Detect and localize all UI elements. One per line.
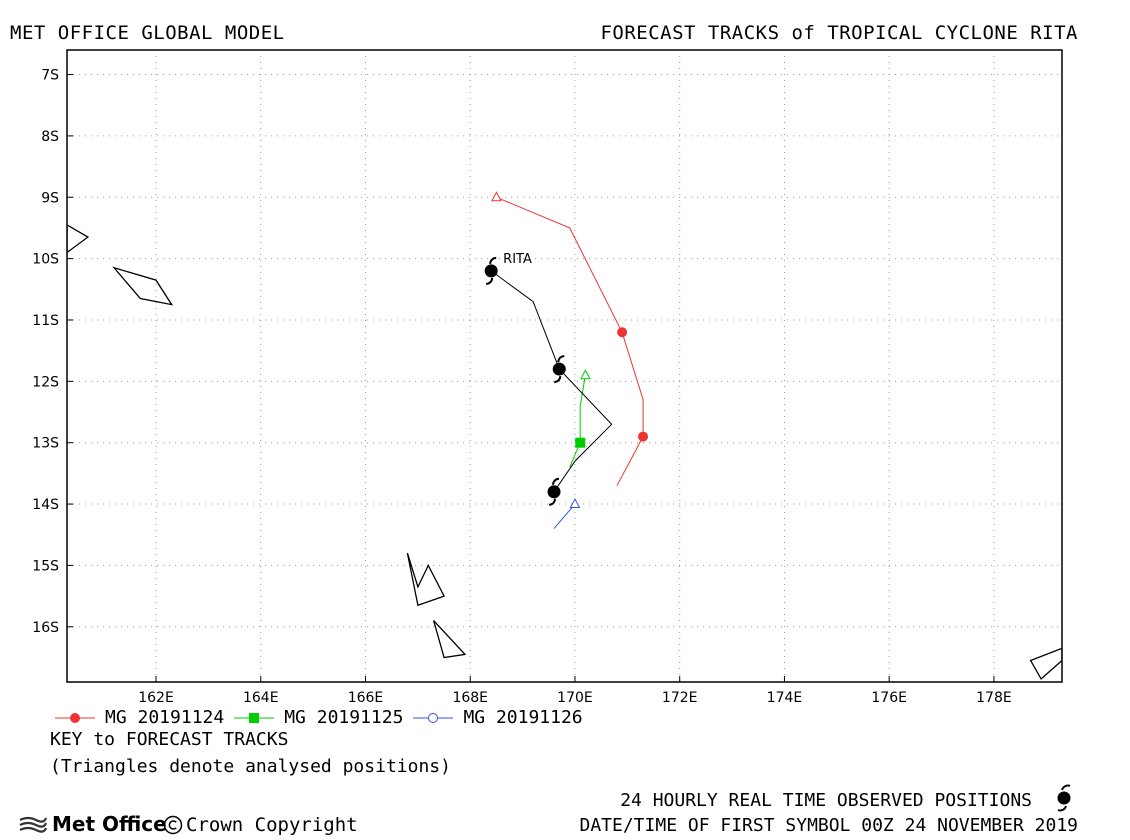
legend-item-mg-20191126: MG 20191126 xyxy=(413,707,583,728)
cyclone-symbol xyxy=(547,477,561,506)
y-tick-label: 10S xyxy=(32,252,59,268)
legend-item-mg-20191124: MG 20191124 xyxy=(55,707,224,728)
y-tick-label: 8S xyxy=(41,129,59,145)
x-tick-label: 170E xyxy=(557,690,593,706)
plot-layer: RITA xyxy=(67,191,1062,680)
legend-swatch-green xyxy=(234,712,275,723)
forecast-position-marker xyxy=(638,431,649,442)
legend-swatch-red xyxy=(55,712,95,723)
y-tick-label: 13S xyxy=(32,436,59,452)
legend: MG 20191124 MG 20191125 MG 20191126 xyxy=(55,707,593,728)
legend-swatch-blue xyxy=(413,712,454,723)
x-tick-label: 172E xyxy=(662,690,698,706)
copyright: Crown Copyright xyxy=(163,814,358,836)
legend-label: MG 20191126 xyxy=(463,707,583,728)
key-title: KEY to FORECAST TRACKS xyxy=(50,729,289,750)
cyclone-symbol-core xyxy=(547,485,561,499)
met-office-logo: Met Office xyxy=(18,812,167,836)
legend-label: MG 20191125 xyxy=(284,707,404,728)
y-tick-label: 7S xyxy=(41,68,59,84)
legend-label: MG 20191124 xyxy=(105,707,225,728)
logo-text: Met Office xyxy=(52,812,167,836)
plot-frame xyxy=(66,49,1063,683)
analysed-position-marker xyxy=(580,369,591,380)
x-tick-label: 162E xyxy=(138,690,174,706)
cyclone-symbol-arm xyxy=(552,477,560,485)
y-tick-label: 12S xyxy=(32,374,59,390)
first-symbol-datetime: DATE/TIME OF FIRST SYMBOL 00Z 24 NOVEMBE… xyxy=(579,815,1079,836)
cyclone-symbol xyxy=(552,355,566,384)
storm-name-label: RITA xyxy=(503,252,532,267)
cyclone-symbol-arm xyxy=(557,355,565,363)
cyclone-symbol xyxy=(484,256,498,285)
analysed-position-marker xyxy=(491,191,502,202)
cyclone-symbol-core xyxy=(484,264,498,278)
island-outline xyxy=(432,620,467,659)
x-tick-label: 174E xyxy=(767,690,803,706)
x-tick-label: 164E xyxy=(243,690,279,706)
forecast-position-marker xyxy=(575,437,586,448)
cyclone-symbol-arm xyxy=(489,256,497,265)
cyclone-symbol-core xyxy=(552,362,566,376)
legend-item-mg-20191125: MG 20191125 xyxy=(234,707,403,728)
island-outline xyxy=(406,552,446,607)
cyclone-symbol-icon xyxy=(1057,784,1071,812)
copyright-text: Crown Copyright xyxy=(186,814,358,836)
model-title: MET OFFICE GLOBAL MODEL xyxy=(10,22,285,44)
forecast-position-marker xyxy=(617,327,628,338)
island-outline xyxy=(112,266,174,306)
key-note: (Triangles denote analysed positions) xyxy=(50,756,451,777)
observed-track-line xyxy=(490,270,613,493)
y-tick-label: 14S xyxy=(32,497,59,513)
forecast-track-line xyxy=(496,196,644,486)
x-tick-label: 178E xyxy=(976,690,1012,706)
analysed-position-marker xyxy=(569,497,581,509)
observed-positions-label: 24 HOURLY REAL TIME OBSERVED POSITIONS xyxy=(620,790,1032,811)
y-tick-label: 15S xyxy=(32,558,59,574)
chart-title: FORECAST TRACKS of TROPICAL CYCLONE RITA xyxy=(600,22,1078,44)
y-tick-label: 9S xyxy=(41,190,59,206)
y-tick-label: 11S xyxy=(32,313,59,329)
y-tick-label: 16S xyxy=(32,620,59,636)
copyright-icon xyxy=(163,815,183,835)
met-office-logo-icon xyxy=(19,816,48,833)
x-tick-label: 176E xyxy=(871,690,907,706)
x-tick-label: 166E xyxy=(348,690,384,706)
cyclone-symbol-arm xyxy=(554,375,562,384)
forecast-track-line xyxy=(569,375,586,468)
x-tick-label: 168E xyxy=(452,690,488,706)
island-outline xyxy=(67,224,90,254)
forecast-track-line xyxy=(553,503,576,529)
cyclone-symbol-arm xyxy=(486,277,494,285)
island-outline xyxy=(1029,647,1062,680)
cyclone-symbol-arm xyxy=(548,498,557,506)
